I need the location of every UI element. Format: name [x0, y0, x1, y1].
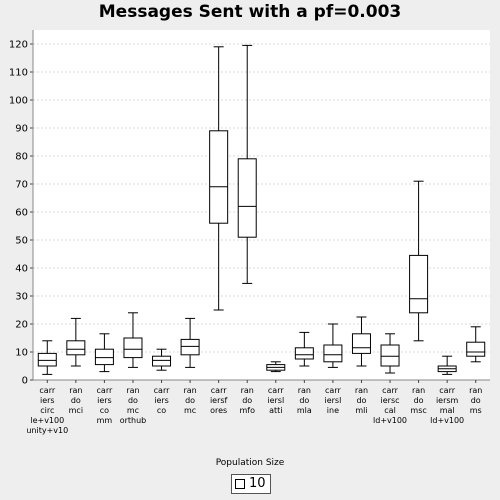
legend-label: 10 — [249, 476, 266, 491]
box-body — [180, 338, 200, 356]
x-tick-label: ran do msc — [410, 386, 426, 415]
x-tick-label: ran do mli — [355, 386, 368, 415]
box-body — [209, 130, 229, 224]
legend: 10 — [231, 474, 271, 494]
x-tick-label: ran do mci — [69, 386, 83, 415]
y-tick-label: 110 — [9, 68, 28, 79]
y-tick-label: 120 — [9, 40, 28, 51]
x-tick-label: carr iers co — [154, 386, 170, 415]
y-tick-label: 20 — [15, 320, 28, 331]
x-tick-label: carr iers circ le+v100 unity+v10 — [26, 386, 68, 435]
x-axis-label: Population Size — [215, 458, 285, 468]
x-tick-label: ran do mc — [183, 386, 196, 415]
legend-swatch — [235, 479, 245, 489]
y-tick-label: 80 — [15, 152, 28, 163]
box-body — [237, 158, 257, 238]
box-body — [351, 333, 371, 354]
box-body — [66, 340, 86, 356]
box-body — [409, 254, 429, 314]
x-tick-label: carr iersc cal ld+v100 — [373, 386, 407, 425]
chart-title: Messages Sent with a pf=0.003 — [98, 2, 402, 22]
box-body — [123, 337, 143, 359]
box-body — [152, 355, 172, 367]
y-tick-label: 10 — [15, 348, 28, 359]
y-tick-label: 100 — [9, 96, 28, 107]
x-tick-label: ran do mc orthub — [120, 386, 147, 425]
y-tick-label: 50 — [15, 236, 28, 247]
x-tick-label: carr iersl atti — [267, 386, 284, 415]
x-tick-label: ran do mla — [297, 386, 312, 415]
x-tick-label: carr iersm mal ld+v100 — [430, 386, 464, 425]
x-tick-label: carr iers co mm — [97, 386, 113, 425]
box-body — [294, 347, 314, 360]
box-body — [323, 344, 343, 363]
y-tick-label: 70 — [15, 180, 28, 191]
box-body — [94, 348, 114, 366]
box-body — [380, 344, 400, 367]
x-tick-label: ran do mfo — [239, 386, 255, 415]
x-tick-label: ran do ms — [469, 386, 482, 415]
y-tick-label: 90 — [15, 124, 28, 135]
y-tick-label: 40 — [15, 264, 28, 275]
x-tick-label: carr iersf ores — [210, 386, 228, 415]
y-tick-label: 60 — [15, 208, 28, 219]
plot-area — [33, 30, 490, 380]
box-body — [37, 352, 57, 367]
box-body — [466, 341, 486, 357]
y-tick-label: 30 — [15, 292, 28, 303]
y-tick-label: 0 — [22, 376, 28, 387]
x-tick-label: carr iersl ine — [324, 386, 341, 415]
